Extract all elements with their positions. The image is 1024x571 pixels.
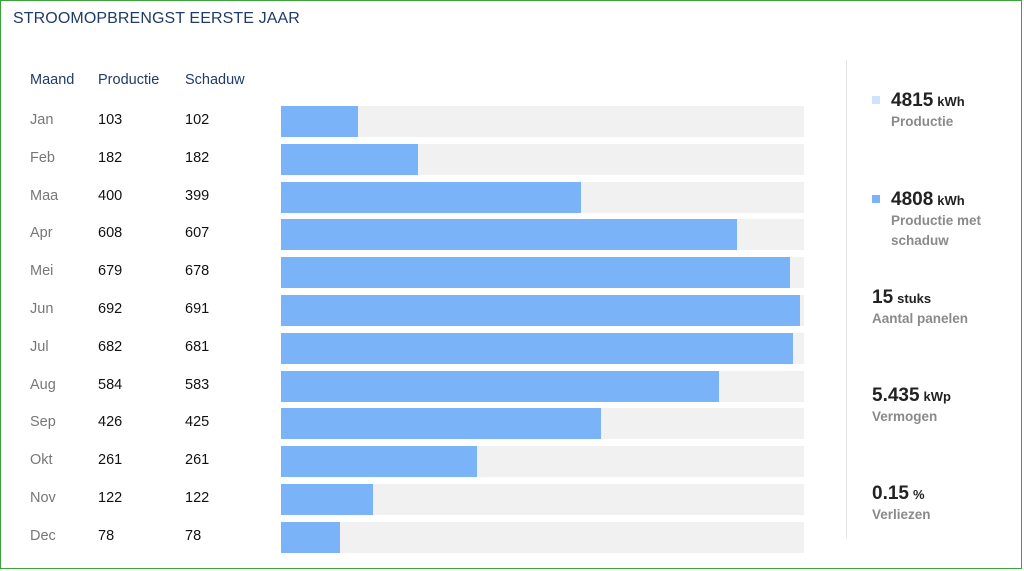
stat-unit: % xyxy=(912,487,925,502)
bar-track xyxy=(281,181,804,213)
header-schaduw: Schaduw xyxy=(185,72,245,88)
schaduw-value: 681 xyxy=(185,338,210,355)
stat-value: 0.15 xyxy=(872,483,909,504)
production-bar xyxy=(281,143,418,175)
month-label: Sep xyxy=(30,414,56,431)
production-bar xyxy=(281,446,477,478)
production-bar xyxy=(281,219,737,251)
bar-track xyxy=(281,408,804,440)
bar-track xyxy=(281,332,804,364)
legend-swatch-productie xyxy=(872,96,880,104)
month-label: Apr xyxy=(30,225,53,242)
bar-track xyxy=(281,295,804,326)
stat-productie: 4815 kWh Productie xyxy=(872,90,1001,132)
bar-track xyxy=(281,257,804,289)
schaduw-value: 678 xyxy=(185,263,210,280)
stat-unit: kWp xyxy=(923,389,951,404)
bar-track xyxy=(281,219,804,251)
productie-value: 103 xyxy=(98,112,123,128)
month-label: Aug xyxy=(30,376,56,393)
stat-unit: stuks xyxy=(897,291,932,306)
month-label: Nov xyxy=(30,490,56,506)
schaduw-value: 399 xyxy=(185,187,210,204)
stat-label: Aantal panelen xyxy=(872,311,969,326)
bar-track xyxy=(281,484,804,515)
header-maand: Maand xyxy=(30,72,75,88)
production-table: Maand Productie Schaduw Jan 103 102 Feb 182 1… xyxy=(30,72,804,553)
stat-value: 4815 xyxy=(891,90,934,111)
bar-track xyxy=(281,521,804,553)
stat-unit: kWh xyxy=(937,94,965,109)
production-bar xyxy=(281,370,719,402)
productie-value: 584 xyxy=(98,376,123,393)
month-label: Maa xyxy=(30,187,59,204)
productie-value: 426 xyxy=(98,414,123,431)
bar-track xyxy=(281,143,804,175)
stat-value: 15 xyxy=(872,287,894,308)
stat-panelen: 15 stuks Aantal panelen xyxy=(872,287,982,329)
schaduw-value: 122 xyxy=(185,490,210,506)
month-label: Okt xyxy=(30,452,53,469)
productie-value: 261 xyxy=(98,452,123,469)
panel-title: STROOMOPBRENGST EERSTE JAAR xyxy=(13,10,300,27)
schaduw-value: 78 xyxy=(185,527,202,544)
production-bar xyxy=(281,181,581,213)
schaduw-value: 691 xyxy=(185,301,210,317)
schaduw-value: 583 xyxy=(185,376,210,393)
month-label: Dec xyxy=(30,527,56,544)
stat-vermogen: 5.435 kWp Vermogen xyxy=(872,385,982,427)
productie-value: 122 xyxy=(98,490,123,506)
productie-value: 400 xyxy=(98,187,123,204)
month-label: Jun xyxy=(30,301,54,317)
stat-value: 4808 xyxy=(891,189,934,210)
stat-unit: kWh xyxy=(937,193,965,208)
header-productie: Productie xyxy=(98,72,160,88)
production-bar xyxy=(281,484,373,515)
bar-track xyxy=(281,446,804,478)
schaduw-value: 607 xyxy=(185,225,210,242)
productie-value: 182 xyxy=(98,149,123,166)
stat-verliezen: 0.15 % Verliezen xyxy=(872,483,982,525)
month-label: Jul xyxy=(30,338,49,355)
schaduw-value: 102 xyxy=(185,112,210,128)
productie-value: 679 xyxy=(98,263,123,280)
production-bar xyxy=(281,106,359,137)
divider xyxy=(846,60,847,538)
productie-value: 682 xyxy=(98,338,123,355)
production-bar xyxy=(281,408,601,440)
productie-value: 78 xyxy=(98,527,115,544)
bar-track xyxy=(281,370,804,402)
legend-swatch-schaduw xyxy=(872,195,880,203)
schaduw-value: 261 xyxy=(185,452,210,469)
schaduw-value: 425 xyxy=(185,414,210,431)
production-bar xyxy=(281,332,793,364)
stat-label: Verliezen xyxy=(872,507,931,522)
production-bar xyxy=(281,521,340,553)
production-bar xyxy=(281,295,800,326)
month-label: Mei xyxy=(30,263,54,280)
month-label: Feb xyxy=(30,149,55,166)
productie-value: 692 xyxy=(98,301,123,317)
schaduw-value: 182 xyxy=(185,149,210,166)
stat-label: Productie met schaduw xyxy=(891,213,982,248)
bar-track xyxy=(281,106,804,137)
month-label: Jan xyxy=(30,112,54,128)
stat-label: Productie xyxy=(891,114,954,129)
stat-productie-met-schaduw: 4808 kWh Productie met schaduw xyxy=(872,189,1001,251)
production-bar xyxy=(281,257,791,289)
stat-label: Vermogen xyxy=(872,409,938,424)
productie-value: 608 xyxy=(98,225,123,242)
stat-value: 5.435 xyxy=(872,385,920,406)
